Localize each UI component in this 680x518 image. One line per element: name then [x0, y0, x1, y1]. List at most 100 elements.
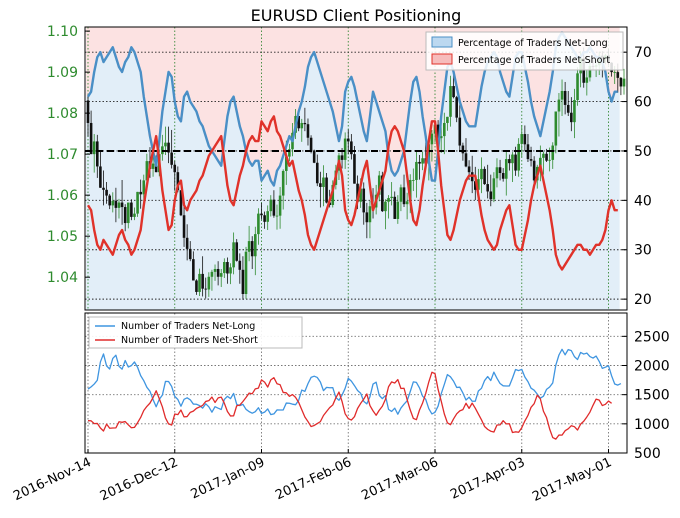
candle-body: [613, 72, 617, 73]
net-short-fill-band: [426, 27, 431, 161]
net-short-fill-band: [358, 27, 363, 117]
net-long-fill-band: [89, 91, 93, 310]
candle-body: [560, 90, 564, 100]
net-short-fill-band: [293, 27, 298, 127]
net-long-fill-band: [278, 165, 282, 310]
legend-swatch-net-short: [431, 53, 453, 65]
candle-body: [244, 251, 248, 295]
net-short-fill-band: [377, 27, 382, 112]
net-long-fill-band: [476, 106, 481, 310]
net-short-fill-band: [231, 27, 236, 97]
net-long-fill-band: [411, 81, 416, 310]
net-short-fill-band: [203, 27, 208, 137]
net-long-fill-band: [588, 47, 592, 310]
candle-body: [281, 170, 285, 196]
net-long-fill-band: [194, 111, 199, 310]
net-long-count-line: [87, 348, 622, 416]
net-short-fill-band: [532, 27, 537, 117]
candle-body: [458, 117, 462, 146]
net-short-fill-band: [135, 27, 140, 63]
candle-body: [464, 153, 468, 167]
net-short-fill-band: [179, 27, 183, 122]
candle-body: [195, 280, 198, 292]
net-short-fill-band: [107, 27, 112, 53]
candle-body: [319, 183, 322, 187]
net-short-fill-band: [541, 27, 546, 122]
net-long-fill-band: [386, 155, 391, 310]
net-long-fill-band: [358, 116, 363, 310]
net-long-fill-band: [117, 67, 121, 310]
net-short-fill-band: [306, 27, 310, 68]
candle-body: [86, 100, 90, 123]
net-long-fill-band: [430, 180, 434, 310]
net-short-fill-band: [395, 27, 400, 171]
candle-body: [254, 234, 257, 257]
candle-body: [563, 90, 567, 105]
net-long-fill-band: [473, 126, 478, 310]
candle-body: [557, 99, 561, 112]
candle-body: [430, 133, 434, 145]
net-long-fill-band: [470, 126, 475, 310]
candle-body: [340, 155, 344, 160]
net-long-fill-band: [268, 180, 273, 310]
candle-body: [275, 215, 279, 217]
candle-body: [588, 65, 592, 78]
net-short-fill-band: [234, 27, 239, 112]
net-short-fill-band: [200, 27, 205, 127]
candle-body: [498, 167, 502, 174]
net-long-fill-band: [606, 91, 611, 310]
net-short-fill-band: [210, 27, 214, 151]
x-tick-label: 2017-Jan-09: [189, 455, 268, 502]
candle-body: [173, 164, 177, 173]
net-long-fill-band: [222, 141, 227, 310]
candle-body: [619, 77, 623, 87]
net-long-fill-band: [541, 121, 546, 310]
net-short-fill-band: [244, 27, 248, 151]
candle-body: [164, 142, 167, 147]
price-positioning-panel: 1.04 1.05 1.06 1.07 1.08 1.09 1.10 20 30 40 50 60 7…: [47, 24, 652, 311]
left-tick-label: 1.04: [47, 270, 78, 286]
net-long-fill-band: [287, 136, 292, 310]
net-long-fill-band: [482, 71, 487, 310]
candle-body: [452, 86, 455, 98]
net-long-fill-band: [467, 126, 471, 310]
net-long-fill-band: [550, 71, 555, 310]
net-long-fill-band: [535, 126, 540, 310]
candle-body: [346, 138, 350, 142]
candle-body: [272, 199, 276, 216]
x-tick-label: 2016-Dec-12: [98, 455, 181, 504]
candle-body: [130, 202, 133, 217]
candle-body: [111, 200, 115, 206]
net-long-fill-band: [175, 116, 180, 310]
right-tick-label: 30: [634, 243, 652, 259]
right-tick-label: 60: [634, 95, 652, 111]
net-long-fill-band: [191, 106, 196, 310]
candle-body: [235, 242, 239, 261]
net-long-fill-band: [237, 126, 242, 310]
candle-body: [266, 211, 269, 222]
candle-body: [213, 268, 217, 272]
net-long-fill-band: [389, 170, 394, 310]
x-tick-label: 2016-Nov-14: [11, 455, 93, 504]
candle-body: [532, 160, 536, 181]
candle-body: [508, 159, 511, 164]
net-short-fill-band: [535, 27, 540, 127]
net-short-fill-band: [216, 27, 220, 161]
left-tick-label: 1.09: [47, 65, 78, 81]
net-long-fill-band: [464, 121, 468, 310]
net-short-fill-band: [371, 27, 375, 92]
net-short-fill-band: [265, 27, 270, 171]
net-short-fill-band: [389, 27, 394, 171]
net-long-fill-band: [281, 155, 286, 310]
candle-body: [461, 145, 465, 154]
net-short-fill-band: [324, 27, 329, 92]
candle-body: [356, 183, 359, 202]
net-long-fill-band: [219, 165, 224, 310]
candle-body: [216, 268, 220, 277]
net-long-fill-band: [188, 101, 193, 310]
net-long-fill-band: [272, 185, 276, 310]
net-short-fill-band: [151, 27, 155, 151]
candle-body: [219, 273, 223, 277]
net-short-fill-band: [346, 27, 351, 82]
candle-body: [309, 137, 313, 151]
